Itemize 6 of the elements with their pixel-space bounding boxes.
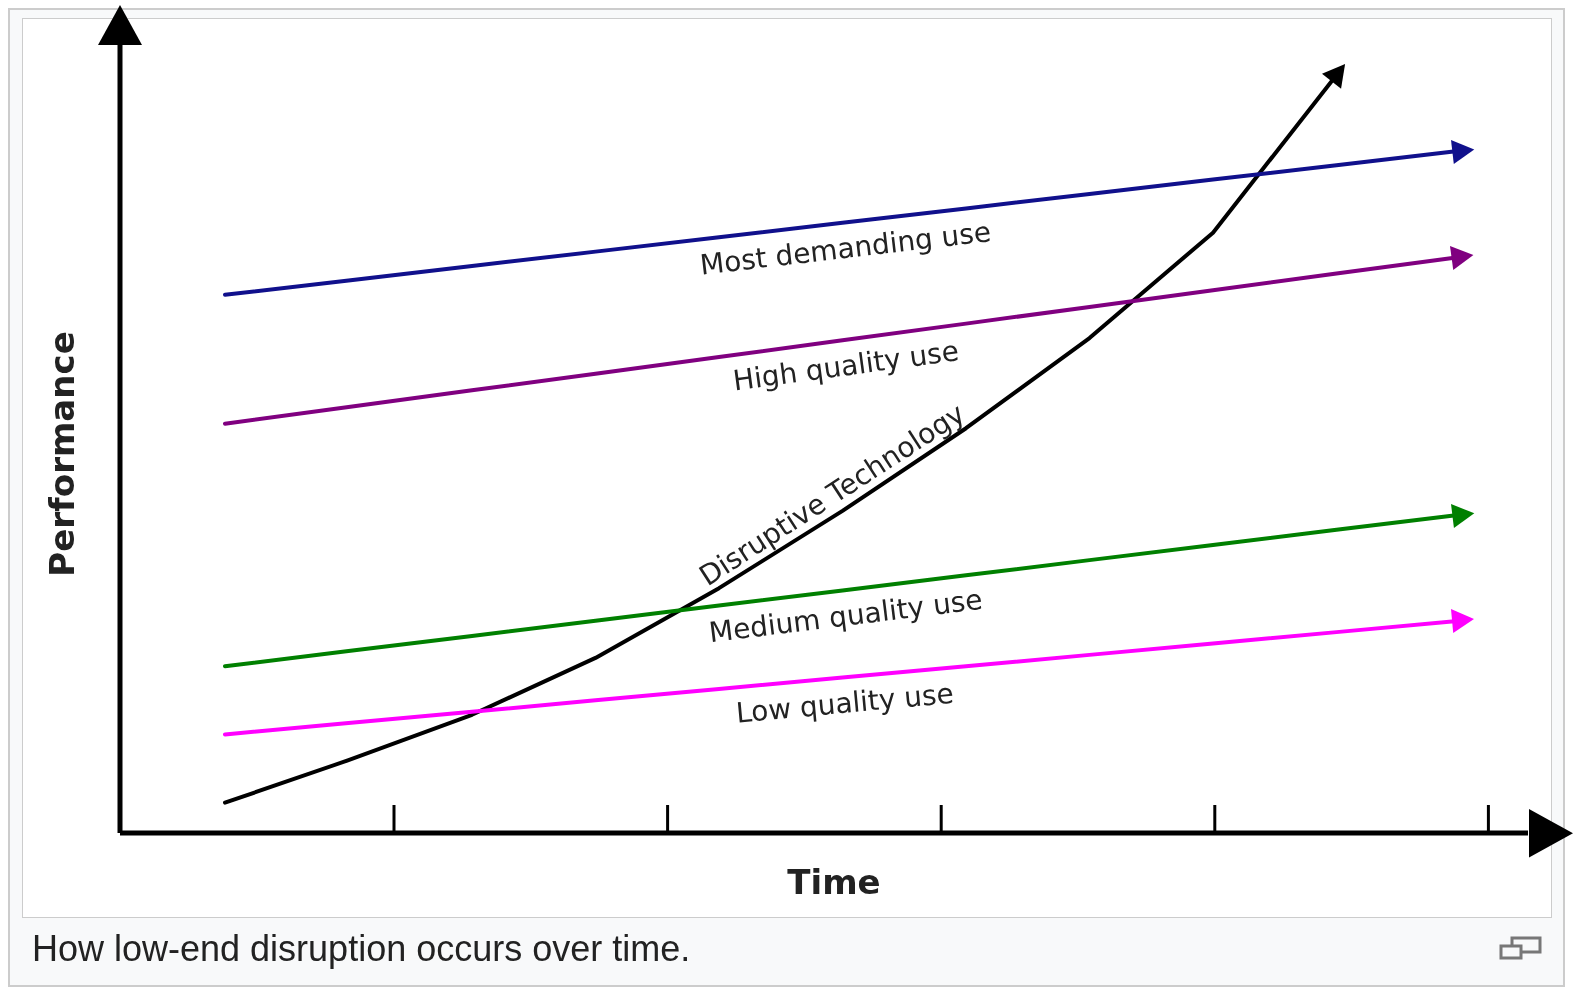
- text: How low-end disruption occurs over time.: [32, 928, 691, 970]
- text: Most demanding use: [698, 215, 993, 282]
- y-axis-title: Performance: [41, 331, 82, 577]
- x-axis-title: Time: [787, 861, 881, 902]
- text: Low quality use: [734, 676, 956, 730]
- text: High quality use: [731, 334, 961, 398]
